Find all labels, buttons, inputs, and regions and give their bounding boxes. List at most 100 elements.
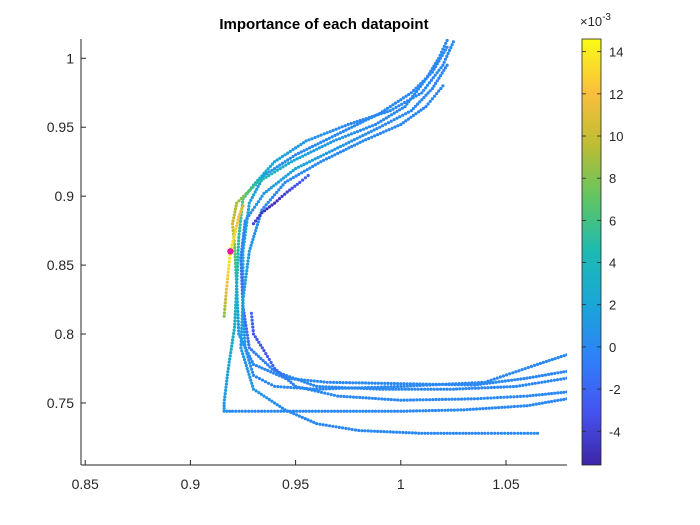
data-point [397, 104, 401, 108]
data-point [410, 431, 414, 435]
data-point [405, 382, 409, 386]
data-point [340, 125, 344, 129]
data-point [242, 355, 246, 359]
data-point [472, 397, 476, 401]
data-point [509, 395, 513, 399]
data-point [417, 431, 421, 435]
data-point [313, 157, 317, 161]
data-point [273, 409, 277, 413]
data-point [442, 60, 446, 64]
data-point [284, 163, 288, 167]
data-point [355, 409, 359, 413]
data-point [230, 409, 235, 413]
data-point [341, 143, 345, 147]
data-point [315, 147, 319, 151]
data-point [267, 188, 271, 192]
data-point [236, 242, 241, 246]
data-point [330, 154, 334, 158]
data-point [473, 431, 478, 435]
data-point [267, 170, 271, 174]
data-point [294, 384, 298, 388]
data-point [228, 354, 232, 358]
data-point [345, 395, 349, 399]
data-point [367, 136, 371, 141]
data-point [225, 409, 229, 413]
data-point [435, 92, 439, 96]
data-point [370, 409, 374, 413]
data-point [233, 319, 237, 323]
data-point [273, 366, 277, 371]
data-point [430, 408, 434, 413]
data-point [343, 124, 347, 128]
data-point [364, 381, 368, 385]
data-point [236, 319, 240, 323]
data-point [410, 387, 414, 391]
data-point [342, 394, 346, 399]
data-point [307, 409, 311, 413]
data-point [500, 379, 504, 383]
data-point [459, 408, 463, 412]
data-point [366, 131, 371, 135]
data-point [304, 409, 308, 413]
data-point [522, 404, 526, 408]
data-point [386, 385, 390, 389]
data-point [255, 223, 259, 227]
data-point [419, 108, 423, 112]
data-point [300, 415, 304, 419]
data-point [562, 397, 566, 401]
data-point [508, 372, 512, 376]
data-point [319, 380, 323, 384]
data-point [456, 408, 460, 412]
data-point [318, 387, 322, 391]
data-point [250, 315, 254, 319]
data-point [303, 153, 307, 157]
data-point [237, 232, 241, 236]
data-point [316, 156, 320, 160]
data-point [381, 124, 385, 128]
data-point [401, 121, 405, 125]
data-point [517, 369, 521, 373]
data-point [486, 431, 490, 435]
data-point [240, 314, 244, 318]
data-point [338, 144, 343, 149]
data-point [336, 132, 340, 136]
data-point [239, 343, 243, 347]
data-point [541, 360, 546, 364]
data-point [247, 201, 251, 205]
data-point [302, 149, 306, 153]
data-point [241, 204, 245, 208]
data-point [239, 266, 243, 270]
data-point [284, 174, 288, 178]
data-point [407, 92, 411, 97]
data-point [431, 382, 435, 386]
data-point [550, 391, 554, 396]
data-point [489, 431, 494, 435]
data-point [254, 389, 258, 393]
data-point [368, 387, 372, 391]
data-point [463, 397, 467, 401]
data-point [435, 71, 439, 75]
data-point [279, 185, 283, 189]
data-point [482, 396, 486, 400]
data-point [290, 186, 294, 190]
data-point [312, 379, 316, 383]
data-point [240, 282, 244, 286]
data-point [226, 277, 230, 281]
data-point [251, 370, 255, 374]
data-point [254, 229, 258, 233]
data-point [447, 48, 451, 53]
data-point [336, 146, 340, 150]
data-point [260, 366, 264, 370]
data-point [268, 365, 272, 369]
data-point [334, 127, 338, 131]
data-point [297, 385, 301, 389]
data-point [294, 153, 298, 157]
data-point [522, 394, 526, 398]
data-point [243, 222, 247, 226]
data-point [310, 137, 314, 141]
data-point [555, 378, 560, 382]
data-point [266, 167, 270, 171]
data-point [235, 284, 239, 288]
data-point [497, 406, 501, 410]
data-point [322, 153, 326, 157]
